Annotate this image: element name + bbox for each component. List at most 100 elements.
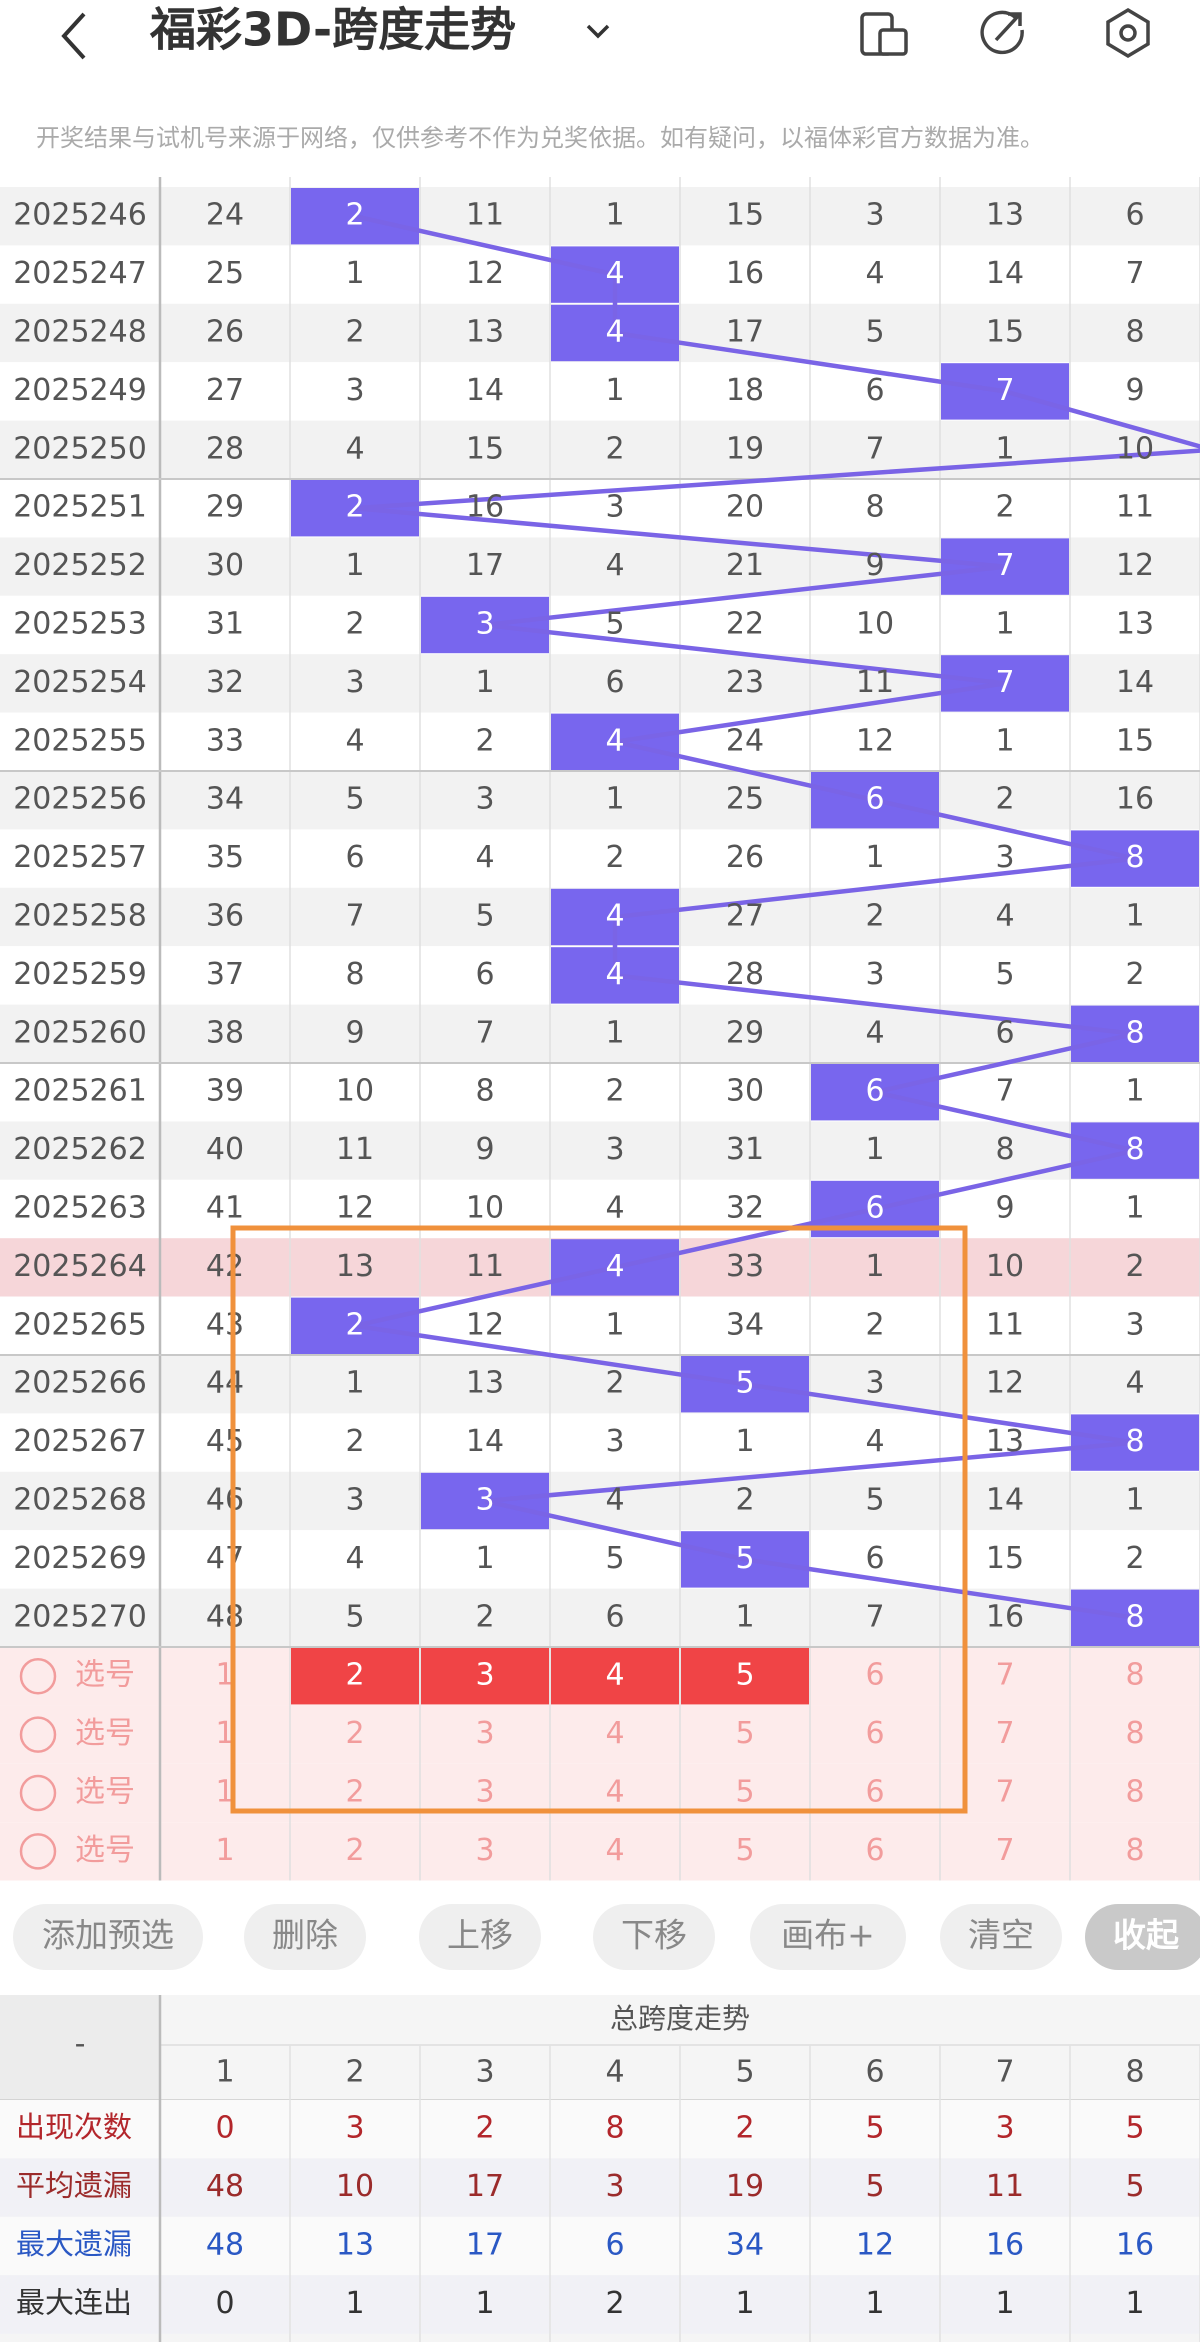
button-bg[interactable]: [244, 1904, 366, 1970]
pick-number[interactable]: 7: [995, 1658, 1014, 1693]
pick-number[interactable]: 6: [865, 1775, 884, 1810]
pick-number[interactable]: 3: [475, 1833, 494, 1868]
pick-number[interactable]: 1: [215, 1658, 234, 1693]
button-bg[interactable]: [419, 1904, 541, 1970]
device-icon[interactable]: [860, 12, 908, 56]
back-button[interactable]: [61, 12, 86, 60]
pick-number[interactable]: 3: [475, 1716, 494, 1751]
button-bg[interactable]: [750, 1904, 906, 1970]
stats-value: 3: [345, 2111, 364, 2146]
span-cell: 5: [735, 1366, 754, 1401]
button[interactable]: 上移: [447, 1916, 513, 1955]
miss-cell: 8: [475, 1074, 494, 1109]
span-cell: 7: [995, 665, 1014, 700]
pick-number[interactable]: 2: [345, 1716, 364, 1751]
pick-number[interactable]: 5: [735, 1716, 754, 1751]
issue-number: 2025267: [13, 1424, 147, 1459]
button-bg[interactable]: [593, 1904, 715, 1970]
title-dropdown[interactable]: [586, 24, 610, 39]
stats-value: 5: [865, 2169, 884, 2204]
pick-number[interactable]: 3: [475, 1658, 494, 1693]
stats-column: 1: [215, 2055, 234, 2090]
pick-number[interactable]: 2: [345, 1775, 364, 1810]
span-cell: 4: [605, 256, 624, 291]
miss-cell: 28: [726, 957, 764, 992]
miss-cell: 5: [605, 607, 624, 642]
miss-cell: 1: [735, 1599, 754, 1634]
span-cell: 3: [475, 607, 494, 642]
issue-number: 2025252: [13, 548, 147, 583]
miss-cell: 11: [1116, 490, 1154, 525]
issue-number: 2025255: [13, 723, 147, 758]
pick-number[interactable]: 6: [865, 1658, 884, 1693]
pick-number[interactable]: 6: [865, 1833, 884, 1868]
pick-number[interactable]: 6: [865, 1716, 884, 1751]
span-cell: 2: [345, 490, 364, 525]
pick-number[interactable]: 7: [995, 1833, 1014, 1868]
pick-number[interactable]: 4: [605, 1658, 624, 1693]
row-bg: [0, 1471, 1200, 1531]
miss-cell: 1: [1125, 899, 1144, 934]
pick-number[interactable]: 7: [995, 1716, 1014, 1751]
pick-number[interactable]: 3: [475, 1775, 494, 1810]
pick-number[interactable]: 1: [215, 1833, 234, 1868]
pick-number[interactable]: 5: [735, 1833, 754, 1868]
button[interactable]: 删除: [272, 1916, 338, 1955]
pick-number[interactable]: 2: [345, 1833, 364, 1868]
button[interactable]: 画布+: [781, 1916, 875, 1955]
pick-number[interactable]: 8: [1125, 1716, 1144, 1751]
pick-toggle[interactable]: [19, 1657, 57, 1695]
issue-number: 2025249: [13, 373, 147, 408]
pick-toggle[interactable]: [19, 1774, 57, 1812]
button-bg[interactable]: [940, 1904, 1062, 1970]
pick-number[interactable]: 4: [605, 1775, 624, 1810]
stats-value: 16: [986, 2228, 1024, 2263]
stats-row-bg: [0, 2158, 1200, 2217]
button-bg[interactable]: [13, 1904, 203, 1970]
pick-number[interactable]: 1: [215, 1716, 234, 1751]
miss-cell: 6: [475, 957, 494, 992]
button[interactable]: 添加预选: [42, 1916, 174, 1955]
button[interactable]: 下移: [621, 1916, 687, 1955]
pick-toggle[interactable]: [19, 1833, 57, 1870]
button[interactable]: 收起: [1113, 1916, 1180, 1955]
stats-value: 1: [345, 2286, 364, 2321]
pick-number[interactable]: 8: [1125, 1775, 1144, 1810]
row-bg: [0, 1530, 1200, 1589]
miss-cell: 8: [1125, 315, 1144, 350]
pick-number[interactable]: 7: [995, 1775, 1014, 1810]
span-cell: 4: [605, 899, 624, 934]
pick-number[interactable]: 8: [1125, 1658, 1144, 1693]
pick-number[interactable]: 2: [345, 1658, 364, 1693]
pick-number[interactable]: 4: [605, 1716, 624, 1751]
page-title[interactable]: 福彩3D-跨度走势: [149, 3, 516, 57]
share-icon[interactable]: [980, 10, 1024, 55]
issue-number: 2025247: [13, 256, 147, 291]
pick-number[interactable]: 1: [215, 1775, 234, 1810]
settings-icon[interactable]: [1106, 7, 1150, 59]
trend-line: [354, 1323, 746, 1387]
pick-number[interactable]: 5: [735, 1775, 754, 1810]
miss-cell: 7: [475, 1015, 494, 1050]
miss-cell: 2: [475, 1599, 494, 1634]
button[interactable]: 清空: [968, 1916, 1034, 1955]
miss-cell: 11: [986, 1307, 1024, 1342]
miss-cell: 10: [856, 607, 894, 642]
button-bg[interactable]: [1085, 1904, 1200, 1970]
issue-number: 2025266: [13, 1366, 147, 1401]
miss-cell: 4: [605, 1191, 624, 1226]
pick-toggle[interactable]: [19, 1716, 57, 1753]
stats-value: 6: [605, 2228, 624, 2263]
miss-cell: 1: [1125, 1191, 1144, 1226]
issue-number: 2025256: [13, 782, 147, 817]
miss-cell: 47: [206, 1541, 244, 1576]
pick-number[interactable]: 5: [735, 1658, 754, 1693]
miss-cell: 16: [1116, 782, 1154, 817]
trend-line: [614, 681, 1006, 745]
pick-number[interactable]: 4: [605, 1833, 624, 1868]
miss-cell: 1: [475, 665, 494, 700]
stats-column: 2: [345, 2055, 364, 2090]
pick-number[interactable]: 8: [1125, 1833, 1144, 1868]
miss-cell: 1: [605, 198, 624, 233]
